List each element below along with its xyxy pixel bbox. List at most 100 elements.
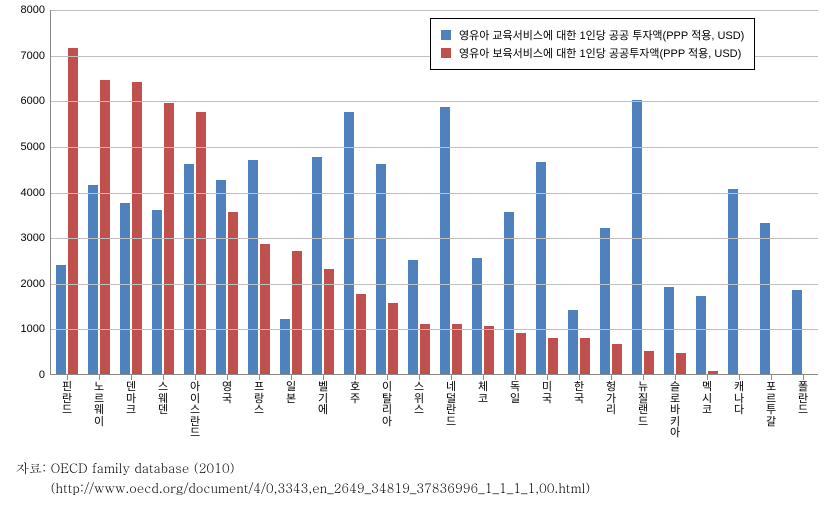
x-tick-mark xyxy=(387,374,388,380)
x-tick-label: 네 덜 란 드 xyxy=(446,382,456,428)
legend-label: 영유아 보육서비스에 대한 1인당 공공투자액(PPP 적용, USD) xyxy=(459,45,741,61)
y-tick-label: 0 xyxy=(39,369,51,381)
x-tick-mark xyxy=(675,374,676,380)
x-tick-mark xyxy=(611,374,612,380)
x-tick-mark xyxy=(547,374,548,380)
bar-edu xyxy=(56,265,66,375)
bar-care xyxy=(548,338,558,375)
x-tick-mark xyxy=(67,374,68,380)
x-tick-label: 벨 기 에 xyxy=(318,382,328,417)
x-tick-label: 슬 로 바 키 아 xyxy=(670,382,680,440)
x-tick-mark xyxy=(291,374,292,380)
bar-care xyxy=(452,324,462,374)
bar-care xyxy=(708,371,718,374)
x-tick-label: 스 웨 덴 xyxy=(158,382,168,417)
x-tick-label: 덴 마 크 xyxy=(126,382,136,417)
x-tick-mark xyxy=(803,374,804,380)
bar-care xyxy=(516,333,526,374)
x-tick-label: 캐 나 다 xyxy=(734,382,744,417)
y-tick-label: 3000 xyxy=(21,232,51,244)
x-tick-label: 폴 란 드 xyxy=(798,382,808,417)
x-tick-mark xyxy=(227,374,228,380)
x-tick-label: 프 랑 스 xyxy=(254,382,264,417)
x-tick-mark xyxy=(483,374,484,380)
legend-swatch xyxy=(441,30,451,40)
source-line: (http://www.oecd.org/document/4/0,3343,e… xyxy=(16,478,590,498)
bar-edu xyxy=(120,203,130,374)
x-tick-label: 영 국 xyxy=(222,382,232,405)
legend: 영유아 교육서비스에 대한 1인당 공공 투자액(PPP 적용, USD) 영유아… xyxy=(430,18,755,70)
bar-edu xyxy=(728,189,738,374)
x-tick-label: 이 탈 리 아 xyxy=(382,382,392,428)
bar-care xyxy=(420,324,430,374)
x-tick-mark xyxy=(515,374,516,380)
bar-edu xyxy=(760,223,770,374)
bar-edu xyxy=(280,319,290,374)
x-tick-mark xyxy=(419,374,420,380)
x-tick-label: 미 국 xyxy=(542,382,552,405)
x-tick-label: 아 이 스 란 드 xyxy=(190,382,200,440)
bar-edu xyxy=(600,228,610,374)
bar-edu xyxy=(664,287,674,374)
x-tick-label: 노 르 웨 이 xyxy=(94,382,104,428)
y-tick-label: 7000 xyxy=(21,50,51,62)
x-tick-mark xyxy=(579,374,580,380)
legend-label: 영유아 교육서비스에 대한 1인당 공공 투자액(PPP 적용, USD) xyxy=(459,27,744,43)
x-tick-mark xyxy=(195,374,196,380)
bar-care xyxy=(580,338,590,375)
x-tick-mark xyxy=(323,374,324,380)
x-tick-mark xyxy=(643,374,644,380)
bar-edu xyxy=(312,157,322,374)
bar-care xyxy=(292,251,302,374)
bar-care xyxy=(196,112,206,374)
bar-edu xyxy=(216,180,226,374)
x-tick-label: 호 주 xyxy=(350,382,360,405)
bar-care xyxy=(260,244,270,374)
x-tick-label: 멕 시 코 xyxy=(702,382,712,417)
bar-care xyxy=(68,48,78,374)
x-tick-label: 일 본 xyxy=(286,382,296,405)
x-tick-mark xyxy=(131,374,132,380)
bar-care xyxy=(612,344,622,374)
bar-edu xyxy=(344,112,354,374)
x-tick-mark xyxy=(259,374,260,380)
bar-care xyxy=(324,269,334,374)
x-tick-mark xyxy=(739,374,740,380)
bar-edu xyxy=(472,258,482,374)
bar-edu xyxy=(536,162,546,374)
gridline xyxy=(51,329,818,330)
source-line: 자료: OECD family database (2010) xyxy=(16,458,590,478)
bar-edu xyxy=(504,212,514,374)
x-tick-mark xyxy=(355,374,356,380)
y-tick-label: 2000 xyxy=(21,278,51,290)
y-tick-label: 6000 xyxy=(21,95,51,107)
legend-swatch xyxy=(441,48,451,58)
bar-care xyxy=(484,326,494,374)
bar-edu xyxy=(408,260,418,374)
x-tick-label: 헝 가 리 xyxy=(606,382,616,417)
chart-container: 010002000300040005000600070008000핀 란 드노 … xyxy=(0,0,836,512)
source-citation: 자료: OECD family database (2010) (http://… xyxy=(16,458,590,498)
bar-care xyxy=(356,294,366,374)
x-tick-label: 포 르 투 갈 xyxy=(766,382,776,428)
x-tick-mark xyxy=(99,374,100,380)
bar-edu xyxy=(88,185,98,374)
gridline xyxy=(51,147,818,148)
x-tick-mark xyxy=(771,374,772,380)
bar-edu xyxy=(792,290,802,374)
legend-item: 영유아 보육서비스에 대한 1인당 공공투자액(PPP 적용, USD) xyxy=(441,45,744,61)
gridline xyxy=(51,193,818,194)
bar-care xyxy=(644,351,654,374)
x-tick-mark xyxy=(707,374,708,380)
x-tick-label: 한 국 xyxy=(574,382,584,405)
y-tick-label: 4000 xyxy=(21,187,51,199)
gridline xyxy=(51,10,818,11)
bar-care xyxy=(228,212,238,374)
x-tick-label: 체 코 xyxy=(478,382,488,405)
x-tick-label: 스 위 스 xyxy=(414,382,424,417)
bar-care xyxy=(676,353,686,374)
x-tick-mark xyxy=(163,374,164,380)
bar-edu xyxy=(184,164,194,374)
bar-care xyxy=(388,303,398,374)
y-tick-label: 1000 xyxy=(21,323,51,335)
